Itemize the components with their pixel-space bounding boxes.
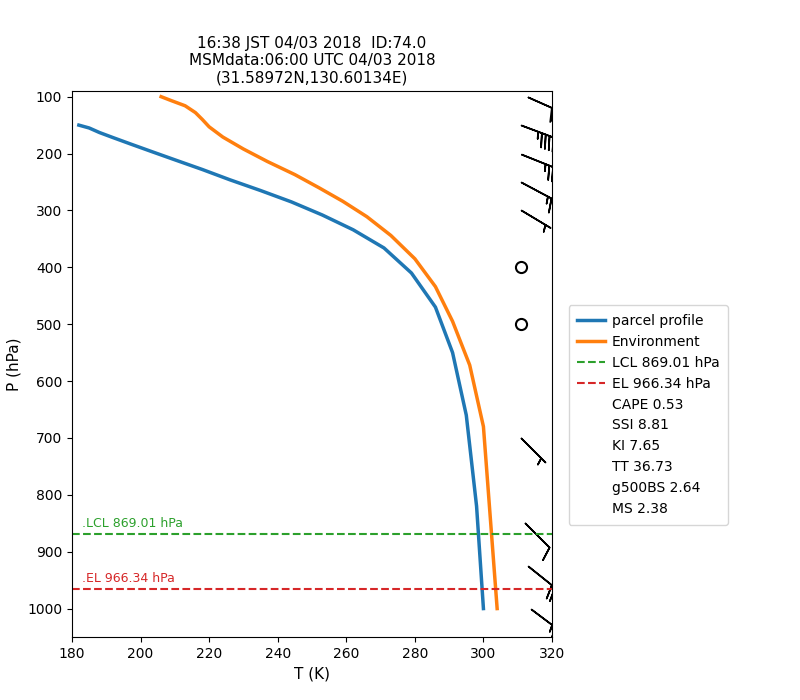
parcel profile [472, 502, 482, 510]
Environment [166, 97, 176, 105]
Environment [362, 213, 372, 221]
parcel profile [318, 211, 327, 219]
Legend: parcel profile, Environment, LCL 869.01 hPa, EL 966.34 hPa, CAPE 0.53, SSI 8.81,: parcel profile, Environment, LCL 869.01 … [569, 305, 728, 524]
Environment [190, 108, 200, 117]
parcel profile [84, 124, 94, 132]
Environment [204, 122, 214, 131]
parcel profile [146, 147, 156, 155]
parcel profile [108, 134, 118, 142]
Environment [238, 145, 248, 153]
Y-axis label: P (hPa): P (hPa) [6, 337, 22, 391]
parcel profile [170, 155, 180, 164]
Text: .EL 966.34 hPa: .EL 966.34 hPa [82, 572, 175, 585]
parcel profile [286, 197, 296, 206]
parcel profile [74, 121, 84, 130]
Title: 16:38 JST 04/03 2018  ID:74.0
MSMdata:06:00 UTC 04/03 2018
(31.58972N,130.60134E: 16:38 JST 04/03 2018 ID:74.0 MSMdata:06:… [189, 36, 435, 85]
parcel profile [198, 165, 207, 174]
Environment [262, 158, 272, 166]
Environment [430, 282, 440, 291]
Environment [478, 422, 488, 430]
Environment [156, 92, 166, 101]
parcel profile [430, 303, 440, 312]
Environment [338, 197, 348, 206]
Environment [314, 183, 324, 192]
Environment [465, 361, 474, 370]
X-axis label: T (K): T (K) [294, 666, 330, 681]
Line: Environment: Environment [161, 97, 497, 608]
parcel profile [94, 128, 104, 136]
Environment [198, 116, 207, 124]
parcel profile [462, 411, 471, 419]
Environment [448, 317, 458, 326]
parcel profile [126, 140, 135, 148]
parcel profile [478, 604, 488, 612]
Environment [410, 255, 420, 263]
Environment [290, 170, 300, 178]
parcel profile [406, 269, 416, 277]
parcel profile [225, 176, 234, 184]
Text: .LCL 869.01 hPa: .LCL 869.01 hPa [82, 517, 183, 529]
Environment [492, 604, 502, 612]
parcel profile [348, 225, 358, 234]
Line: parcel profile: parcel profile [79, 125, 483, 608]
parcel profile [256, 186, 266, 195]
Environment [386, 231, 396, 239]
Environment [180, 102, 190, 110]
Environment [218, 133, 228, 141]
parcel profile [379, 244, 389, 252]
parcel profile [448, 349, 458, 357]
